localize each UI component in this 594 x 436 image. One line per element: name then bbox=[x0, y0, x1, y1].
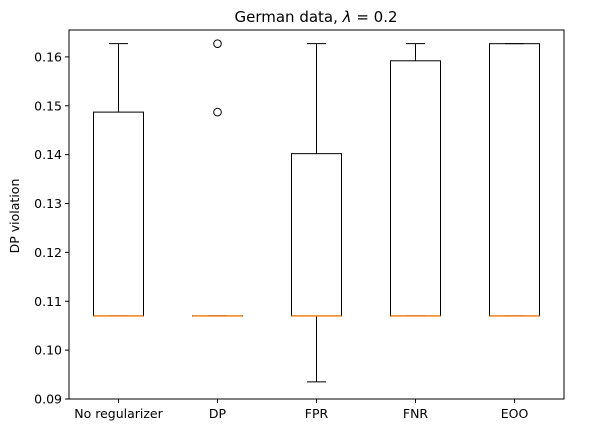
chart-title: German data, λ = 0.2 bbox=[234, 8, 397, 26]
box-4 bbox=[390, 43, 441, 317]
box-2 bbox=[192, 39, 243, 317]
box-3 bbox=[291, 43, 342, 383]
y-tick-label: 0.14 bbox=[34, 147, 62, 162]
box-5 bbox=[489, 43, 540, 317]
box-body bbox=[93, 111, 144, 317]
box-1 bbox=[93, 43, 144, 317]
x-tick-label: FPR bbox=[305, 406, 329, 421]
x-tick-label: FNR bbox=[403, 406, 429, 421]
y-tick-label: 0.12 bbox=[34, 245, 62, 260]
outlier-point bbox=[213, 107, 222, 117]
y-axis-label: DP violation bbox=[7, 179, 22, 254]
y-tick-label: 0.09 bbox=[34, 392, 62, 407]
x-tick-label: EOO bbox=[501, 406, 529, 421]
box-body bbox=[489, 43, 540, 317]
x-tick-label: DP bbox=[209, 406, 227, 421]
y-tick-label: 0.13 bbox=[34, 196, 62, 211]
y-tick-label: 0.11 bbox=[34, 294, 62, 309]
outlier-point bbox=[213, 39, 222, 48]
axes-frame bbox=[68, 29, 565, 400]
y-tick-label: 0.10 bbox=[34, 343, 62, 358]
box-body bbox=[291, 153, 342, 317]
y-tick-label: 0.15 bbox=[34, 98, 62, 113]
box-body bbox=[390, 60, 441, 317]
x-tick-label: No regularizer bbox=[74, 406, 163, 421]
y-tick-label: 0.16 bbox=[34, 49, 62, 64]
plot-area: 0.09 0.10 0.11 0.12 0.13 0.14 0.15 0.16 No regul… bbox=[34, 29, 565, 421]
